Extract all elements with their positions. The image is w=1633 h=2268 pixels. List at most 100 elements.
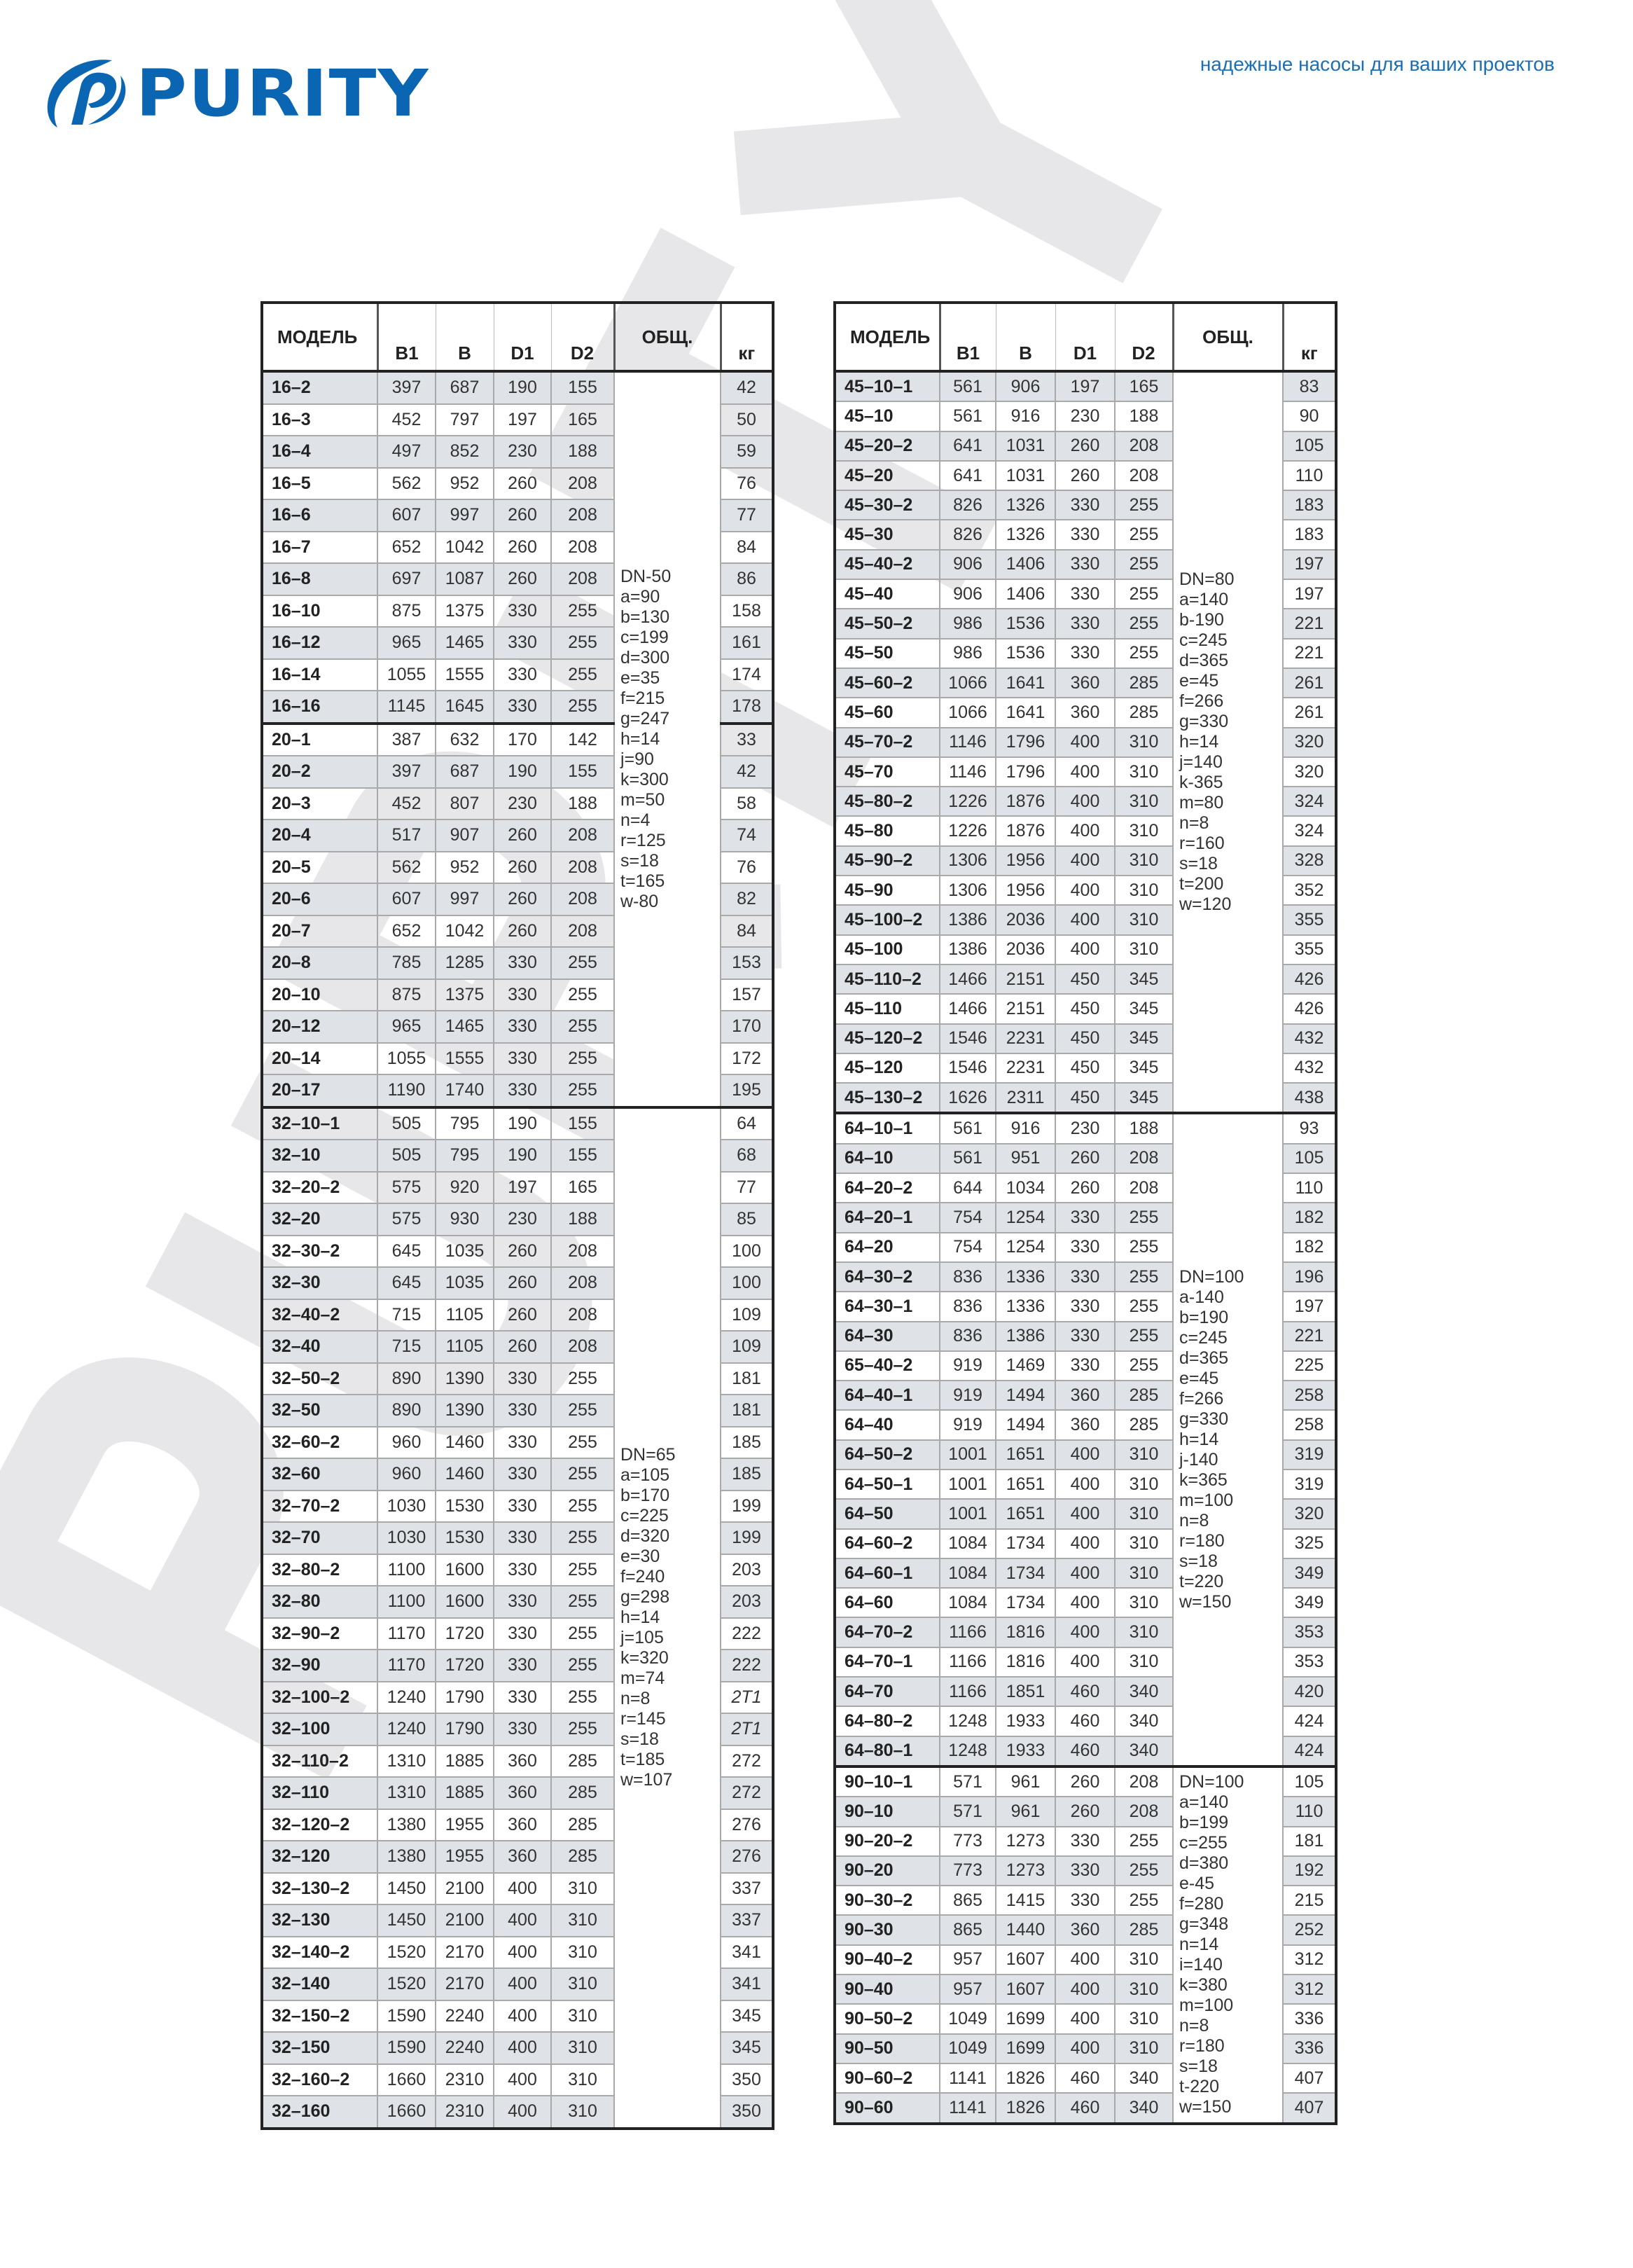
table-row: 64–80–2 1248 1933 460 340 424: [835, 1706, 1337, 1737]
weight-cell: 438: [1282, 1082, 1337, 1114]
model-cell: 32–160: [262, 2095, 378, 2129]
model-cell: 32–60: [262, 1458, 378, 1491]
table-row: 32–10–1 505 795 190 155 DN=65 a=105 b=170 c=225 d…: [262, 1105, 774, 2129]
d1-cell: 230: [493, 435, 552, 469]
table-row: 45–50–2 986 1536 330 255 221: [835, 608, 1337, 639]
b-cell: 1720: [435, 1649, 494, 1682]
b-cell: 1956: [995, 845, 1056, 877]
weight-cell: 93: [1282, 1112, 1337, 1145]
d2-cell: 310: [550, 1935, 615, 1969]
b1-cell: 562: [377, 850, 436, 884]
spec-line: k=320: [620, 1648, 669, 1668]
model-cell: 20–12: [262, 1010, 378, 1044]
model-cell: 32–150: [262, 2031, 378, 2065]
weight-cell: 432: [1282, 1052, 1337, 1084]
b-cell: 852: [435, 435, 494, 469]
model-cell: 45–110–2: [835, 963, 940, 995]
weight-cell: 221: [1282, 1320, 1337, 1352]
model-cell: 45–80: [835, 815, 940, 847]
weight-cell: 109: [720, 1298, 774, 1332]
table-row: 64–10–1 561 916 230 188 DN=100 a-140 b=190 c=245…: [835, 1112, 1337, 1767]
d1-cell: 260: [493, 1330, 552, 1364]
b1-cell: 575: [377, 1203, 436, 1236]
spec-line: c=255: [1179, 1833, 1228, 1853]
model-cell: 45–90–2: [835, 845, 940, 877]
spec-line: DN=65: [620, 1445, 676, 1465]
spec-line: t=165: [620, 871, 665, 891]
d2-cell: 255: [550, 1617, 615, 1650]
b-cell: 2310: [435, 2095, 494, 2129]
spec-line: t=185: [620, 1750, 665, 1769]
table-row: 32–110 1310 1885 360 285 272: [262, 1776, 774, 1810]
model-cell: 20–17: [262, 1074, 378, 1108]
spec-line: w=150: [1179, 2097, 1232, 2117]
header-model: МОДЕЛЬ: [262, 303, 377, 373]
b-cell: 1885: [435, 1744, 494, 1778]
model-cell: 16–14: [262, 658, 378, 691]
model-cell: 32–100–2: [262, 1680, 378, 1714]
weight-cell: 319: [1282, 1439, 1337, 1470]
b-cell: 916: [995, 1112, 1056, 1145]
model-cell: 20–10: [262, 978, 378, 1011]
b-cell: 2151: [995, 963, 1056, 995]
d1-cell: 330: [493, 658, 552, 691]
b1-cell: 1030: [377, 1521, 436, 1555]
spec-line: r=160: [1179, 834, 1225, 854]
weight-cell: 353: [1282, 1646, 1337, 1678]
d2-cell: 310: [1114, 756, 1174, 788]
b-cell: 1790: [435, 1680, 494, 1714]
spec-line: s=18: [1179, 2056, 1218, 2077]
d2-cell: 310: [550, 2095, 615, 2129]
model-cell: 90–60: [835, 2092, 940, 2124]
d1-cell: 330: [1055, 490, 1116, 521]
d2-cell: 188: [550, 787, 615, 820]
model-cell: 45–90: [835, 875, 940, 906]
spec-line: k=365: [1179, 1470, 1228, 1491]
b1-cell: 1001: [939, 1498, 996, 1530]
spec-line: a=105: [620, 1465, 670, 1485]
d1-cell: 400: [493, 1904, 552, 1937]
d1-cell: 190: [493, 755, 552, 789]
b-cell: 1273: [995, 1855, 1056, 1887]
weight-cell: 172: [720, 1042, 774, 1075]
weight-cell: 161: [720, 626, 774, 660]
d1-cell: 400: [1055, 1468, 1116, 1500]
b1-cell: 571: [939, 1796, 996, 1827]
spec-line: m=50: [620, 789, 665, 810]
b-cell: 1035: [435, 1234, 494, 1268]
d1-cell: 330: [1055, 579, 1116, 610]
b1-cell: 1166: [939, 1617, 996, 1648]
d2-cell: 310: [550, 1872, 615, 1905]
d2-cell: 255: [550, 978, 615, 1011]
spec-line: DN=100: [1179, 1267, 1244, 1287]
weight-cell: 82: [720, 883, 774, 916]
spec-line: t=220: [1179, 1572, 1224, 1592]
weight-cell: 157: [720, 978, 774, 1011]
b-cell: 1536: [995, 637, 1056, 669]
connection-spec-cell: DN=100 a=140 b=199 c=255 d=380 e-45 f=280 g=348…: [1172, 1764, 1284, 2124]
weight-cell: 420: [1282, 1676, 1337, 1708]
model-cell: 16–6: [262, 499, 378, 532]
weight-cell: 153: [720, 946, 774, 980]
spec-line: n=14: [1179, 1935, 1219, 1955]
b-cell: 2100: [435, 1904, 494, 1937]
weight-cell: 320: [1282, 756, 1337, 788]
d1-cell: 400: [1055, 726, 1116, 758]
spec-line: r=145: [620, 1709, 666, 1729]
weight-cell: 100: [720, 1266, 774, 1300]
b1-cell: 397: [377, 371, 436, 405]
spec-line: j=105: [620, 1628, 664, 1647]
weight-cell: 199: [720, 1521, 774, 1555]
d1-cell: 400: [1055, 904, 1116, 936]
d1-cell: 330: [1055, 1291, 1116, 1322]
b-cell: 1720: [435, 1617, 494, 1650]
d1-cell: 330: [1055, 1855, 1116, 1887]
spec-line: e=35: [620, 668, 660, 688]
d1-cell: 260: [1055, 1764, 1116, 1798]
model-cell: 32–40–2: [262, 1298, 378, 1332]
d2-cell: 285: [550, 1776, 615, 1810]
table-row: 32–140 1520 2170 400 310 341: [262, 1968, 774, 2001]
b-cell: 1336: [995, 1291, 1056, 1322]
d2-cell: 310: [550, 2031, 615, 2065]
b1-cell: 561: [939, 370, 996, 403]
